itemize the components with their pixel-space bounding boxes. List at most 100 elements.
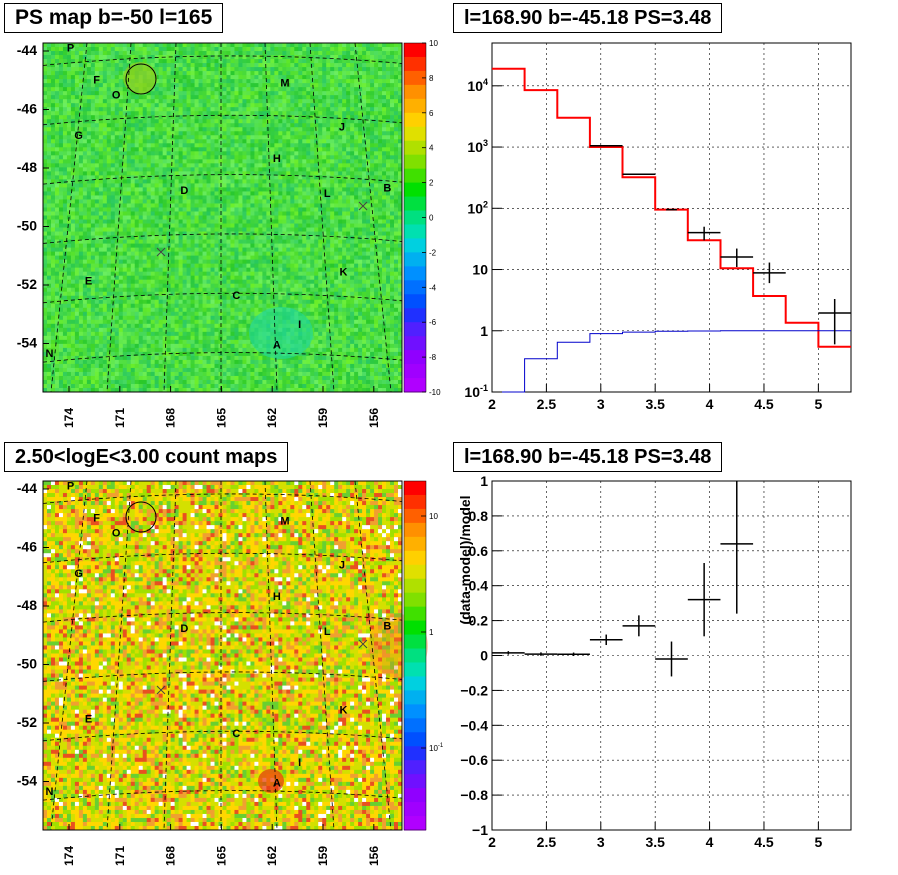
map-pixel (118, 223, 124, 228)
map-pixel (62, 47, 68, 52)
map-pixel (102, 175, 108, 180)
map-pixel (206, 87, 211, 92)
map-pixel (43, 239, 48, 244)
map-pixel (230, 219, 235, 224)
map-pixel (54, 255, 60, 261)
map-pixel (98, 227, 104, 232)
map-pixel (50, 327, 56, 333)
map-pixel (138, 231, 144, 236)
map-pixel (43, 363, 48, 369)
map-pixel (262, 235, 267, 240)
map-pixel (50, 215, 56, 220)
map-pixel (134, 303, 140, 309)
map-pixel (154, 91, 160, 96)
map-pixel (186, 387, 191, 393)
map-pixel (122, 183, 128, 188)
map-pixel (178, 175, 184, 180)
map-pixel (126, 359, 132, 365)
map-pixel (262, 99, 267, 104)
map-pixel (82, 275, 88, 281)
map-pixel (202, 239, 207, 244)
map-pixel (210, 155, 215, 160)
map-pixel (262, 211, 267, 216)
map-pixel (118, 95, 124, 100)
map-pixel (170, 179, 176, 184)
map-pixel (118, 67, 124, 72)
map-pixel (234, 99, 239, 104)
map-pixel (162, 231, 168, 236)
map-pixel (130, 239, 136, 244)
map-pixel (118, 251, 124, 257)
map-pixel (214, 267, 219, 273)
map-pixel (166, 147, 172, 152)
map-pixel (262, 199, 267, 204)
map-pixel (114, 71, 120, 76)
map-pixel (114, 111, 120, 116)
map-pixel (46, 79, 52, 84)
map-pixel (230, 179, 235, 184)
map-pixel (194, 247, 199, 252)
map-pixel (174, 119, 180, 124)
map-pixel (214, 271, 219, 277)
map-pixel (170, 355, 176, 361)
map-pixel (246, 339, 251, 345)
map-pixel (262, 379, 267, 385)
map-pixel (198, 119, 203, 124)
map-pixel (198, 107, 203, 112)
map-pixel (254, 255, 259, 261)
map-pixel (126, 43, 132, 48)
map-pixel (134, 143, 140, 148)
map-pixel (106, 63, 112, 68)
map-pixel (190, 143, 195, 148)
map-pixel (134, 315, 140, 321)
map-pixel (198, 219, 203, 224)
map-pixel (234, 191, 239, 196)
map-pixel (262, 271, 267, 277)
map-pixel (70, 119, 76, 124)
map-pixel (250, 371, 255, 377)
map-pixel (230, 311, 235, 317)
map-pixel (94, 87, 100, 92)
map-pixel (78, 215, 84, 220)
map-pixel (106, 203, 112, 208)
map-pixel (238, 371, 243, 377)
map-pixel (134, 367, 140, 373)
map-pixel (262, 183, 267, 188)
map-pixel (150, 239, 156, 244)
map-pixel (98, 231, 104, 236)
map-pixel (138, 271, 144, 277)
map-pixel (246, 307, 251, 313)
map-pixel (86, 311, 92, 317)
map-pixel (174, 191, 180, 196)
map-pixel (126, 323, 132, 329)
map-pixel (202, 135, 207, 140)
map-pixel (198, 211, 203, 216)
map-pixel (166, 375, 172, 381)
map-pixel (242, 75, 247, 80)
map-pixel (242, 271, 247, 277)
map-pixel (110, 215, 116, 220)
map-pixel (50, 191, 56, 196)
map-pixel (270, 87, 275, 92)
map-pixel (150, 115, 156, 120)
map-pixel (134, 211, 140, 216)
map-pixel (66, 367, 72, 373)
map-pixel (246, 147, 251, 152)
map-pixel (58, 51, 64, 56)
map-pixel (182, 339, 187, 345)
map-pixel (98, 47, 104, 52)
map-pixel (58, 283, 64, 289)
map-pixel (106, 79, 112, 84)
map-pixel (182, 271, 187, 277)
map-pixel (78, 67, 84, 72)
map-pixel (50, 207, 56, 212)
map-pixel (146, 311, 152, 317)
map-pixel (62, 147, 68, 152)
map-pixel (90, 287, 96, 293)
map-pixel (130, 219, 136, 224)
map-pixel (54, 167, 60, 172)
map-pixel (222, 331, 227, 337)
map-pixel (190, 131, 195, 136)
map-pixel (74, 239, 80, 244)
map-pixel (54, 47, 60, 52)
